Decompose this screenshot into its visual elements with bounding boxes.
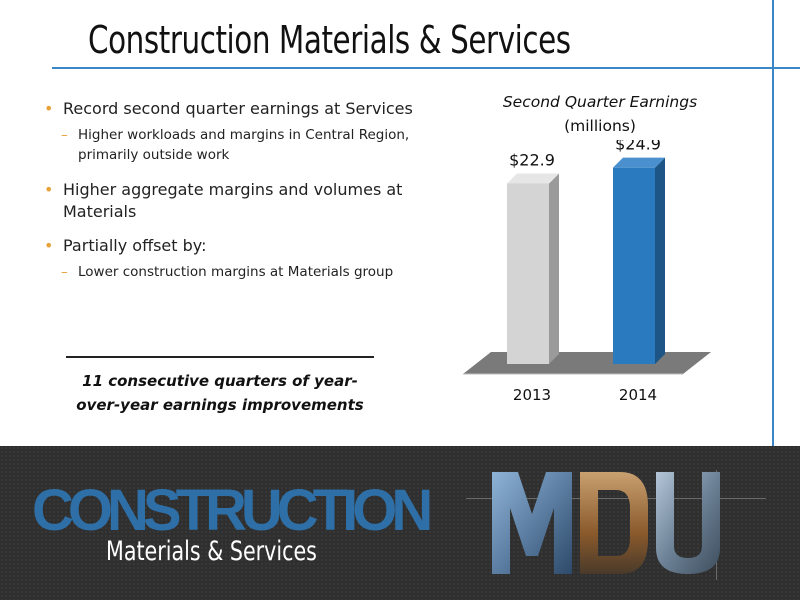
dash-icon: – [61, 127, 68, 143]
category-label: 2013 [512, 386, 552, 404]
bar-2014 [613, 167, 655, 364]
dash-icon: – [61, 264, 68, 280]
sub-bullet-text: Lower construction margins at Materials … [78, 264, 394, 280]
bullet-item: • Record second quarter earnings at Servi… [44, 98, 424, 120]
bar-2013 [507, 183, 549, 364]
callout-text: 11 consecutive quarters of year-over-yea… [76, 372, 364, 414]
bar-side-2014 [655, 157, 665, 364]
data-label: $22.9 [509, 150, 555, 169]
category-label: 2014 [618, 386, 658, 404]
bar-top-2014 [613, 157, 665, 168]
bullet-list: • Record second quarter earnings at Servi… [44, 98, 424, 296]
bullet-dot-icon: • [44, 236, 54, 255]
bullet-text: Partially offset by: [63, 236, 207, 255]
bullet-item: • Partially offset by: [44, 235, 424, 257]
sub-bullet-text: Higher workloads and margins in Central … [78, 127, 410, 163]
bullet-item: • Higher aggregate margins and volumes at… [44, 179, 424, 223]
chart-floor [463, 352, 711, 374]
bullet-dot-icon: • [44, 99, 54, 118]
logo-crosshair-h [466, 498, 766, 499]
chart-subtitle: (millions) [564, 117, 636, 135]
bar-chart: $22.9 $24.9 [463, 140, 711, 375]
page-title: Construction Materials & Services [88, 18, 571, 62]
logo-subtitle: Materials & Services [106, 536, 317, 567]
sub-bullet-item: – Higher workloads and margins in Central… [44, 125, 424, 165]
chart-title-text: Second Quarter Earnings [502, 93, 698, 111]
logo-wordmark: CONSTRUCTION [32, 478, 433, 543]
sub-bullet-item: – Lower construction margins at Materials… [44, 262, 424, 282]
bullet-dot-icon: • [44, 180, 54, 199]
mdu-logo [492, 472, 720, 574]
bar-side-2013 [549, 173, 559, 364]
chart-title: Second Quarter Earnings (millions) [470, 90, 730, 138]
bullet-text: Record second quarter earnings at Servic… [63, 99, 413, 118]
data-label: $24.9 [615, 140, 661, 154]
header-rule [52, 67, 800, 69]
bullet-text: Higher aggregate margins and volumes at … [63, 180, 403, 221]
side-rule [772, 0, 774, 600]
bar-top-2013 [507, 173, 559, 184]
callout-divider [66, 356, 374, 358]
